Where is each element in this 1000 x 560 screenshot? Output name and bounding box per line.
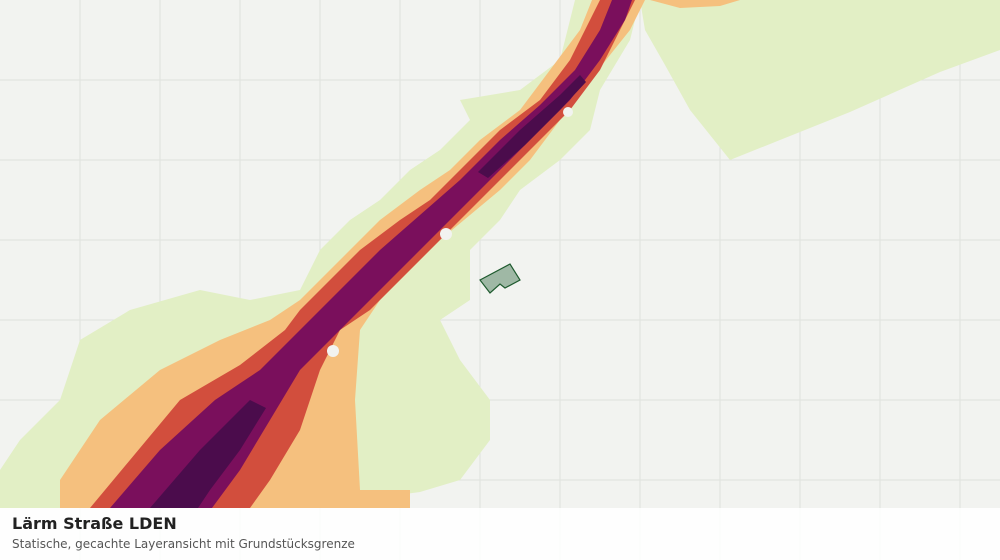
layer-title: Lärm Straße LDEN	[12, 514, 177, 533]
parcel-boundary	[479, 263, 521, 294]
layer-caption: Lärm Straße LDEN Statische, gecachte Lay…	[0, 508, 1000, 560]
noise-layer	[0, 0, 1000, 508]
layer-subtitle: Statische, gecachte Layeransicht mit Gru…	[12, 537, 355, 551]
